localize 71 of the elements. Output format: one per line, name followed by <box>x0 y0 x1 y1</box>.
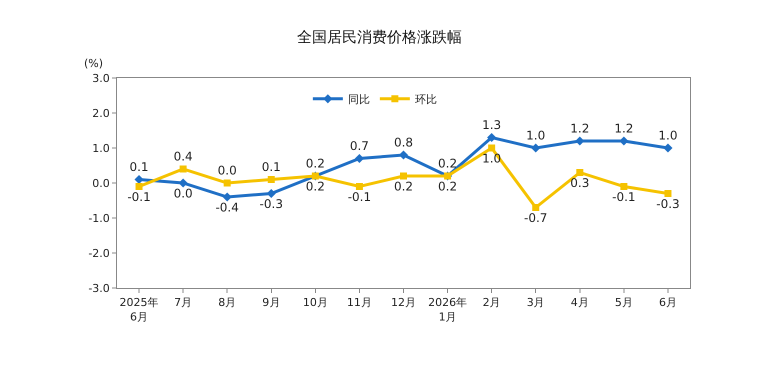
x-tick-label: 2026年 1月 <box>428 296 468 324</box>
point <box>222 192 232 202</box>
data-label: -0.1 <box>612 190 636 204</box>
data-label: 0.7 <box>350 139 369 154</box>
data-label: 1.0 <box>526 128 546 143</box>
x-tick-label: 3月 <box>526 296 545 310</box>
data-label: -0.3 <box>260 196 283 211</box>
data-label: -0.1 <box>127 190 151 204</box>
point <box>575 136 584 146</box>
point <box>620 183 628 190</box>
chart-title: 全国居民消费价格涨跌幅 <box>297 28 462 46</box>
y-tick-label: -2.0 <box>88 246 110 260</box>
point <box>663 143 673 153</box>
data-label: 0.2 <box>394 179 414 194</box>
x-tick-label: 9月 <box>262 296 280 310</box>
data-label: 0.2 <box>438 156 458 171</box>
data-label: 0.0 <box>174 186 193 200</box>
y-tick-label: 0.0 <box>92 176 110 190</box>
point <box>356 183 363 190</box>
point <box>664 190 672 197</box>
point <box>532 204 540 211</box>
point <box>531 143 540 153</box>
data-label: 0.8 <box>394 136 414 150</box>
data-label: -0.1 <box>348 190 372 204</box>
legend-label: 环比 <box>414 93 437 106</box>
x-tick-label: 6月 <box>658 296 677 310</box>
data-label: 1.3 <box>482 118 502 132</box>
point <box>136 183 143 190</box>
data-label: 0.2 <box>306 179 325 194</box>
point <box>619 136 628 146</box>
data-label: 0.2 <box>438 179 458 194</box>
data-label: -0.4 <box>215 200 239 214</box>
data-label: 0.3 <box>570 176 590 190</box>
y-tick-label: 3.0 <box>92 72 110 85</box>
point <box>400 172 407 180</box>
data-label: -0.7 <box>524 210 548 225</box>
point <box>180 166 187 172</box>
data-label: 1.0 <box>658 128 678 143</box>
data-label: 0.1 <box>262 160 281 174</box>
y-axis-title: (%) <box>84 57 104 70</box>
point <box>268 176 275 183</box>
data-label: 0.2 <box>306 156 325 171</box>
y-tick-label: 1.0 <box>92 142 110 155</box>
x-tick-label: 8月 <box>218 296 236 310</box>
data-label: 0.4 <box>174 150 193 164</box>
x-tick-label: 2025年 6月 <box>120 296 159 324</box>
point <box>576 169 584 176</box>
x-tick-label: 7月 <box>174 296 192 310</box>
point <box>266 188 276 198</box>
point <box>398 150 408 160</box>
point <box>134 174 144 184</box>
x-tick-label: 2月 <box>482 296 501 310</box>
point <box>354 154 364 164</box>
x-tick-label: 10月 <box>302 296 328 310</box>
point <box>224 180 231 186</box>
x-tick-label: 5月 <box>614 296 633 310</box>
x-tick-label: 4月 <box>570 296 589 310</box>
data-label: -0.3 <box>656 196 680 211</box>
x-tick-label: 12月 <box>391 296 416 310</box>
y-tick-label: -3.0 <box>88 282 110 295</box>
y-tick-label: -1.0 <box>88 212 110 225</box>
point <box>178 178 188 188</box>
legend-label: 同比 <box>348 93 370 106</box>
x-tick-label: 11月 <box>346 296 372 310</box>
data-label: 1.2 <box>614 122 634 136</box>
data-label: 0.0 <box>218 164 237 178</box>
data-label: 1.2 <box>570 122 590 136</box>
point <box>487 132 496 142</box>
point <box>488 144 496 152</box>
data-label: 0.1 <box>129 160 149 174</box>
y-tick-label: 2.0 <box>92 106 110 120</box>
